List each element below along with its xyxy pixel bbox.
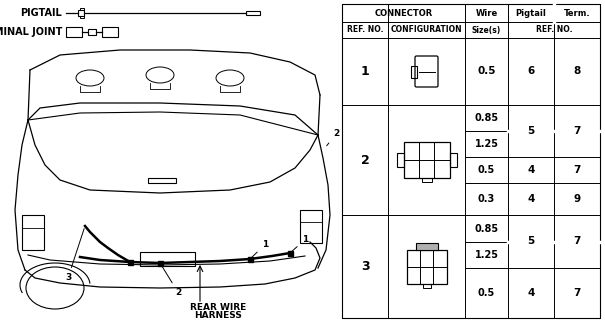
Text: PIGTAIL: PIGTAIL	[20, 8, 62, 18]
Text: 4: 4	[528, 165, 535, 175]
Bar	[80, 16, 84, 18]
Bar	[157, 260, 163, 266]
Text: 2: 2	[162, 265, 181, 297]
Bar	[416, 243, 437, 250]
Bar	[102, 27, 118, 37]
Bar	[422, 284, 431, 287]
Text: 0.5: 0.5	[477, 67, 495, 76]
Bar	[140, 252, 195, 266]
Text: 5: 5	[528, 236, 535, 246]
Bar	[342, 4, 600, 318]
Bar	[128, 260, 132, 265]
Text: HARNESS: HARNESS	[194, 311, 242, 320]
Text: REAR WIRE: REAR WIRE	[190, 303, 246, 313]
Text: 3: 3	[65, 228, 84, 282]
Bar	[287, 251, 292, 255]
Text: 7: 7	[574, 165, 581, 175]
Text: 7: 7	[574, 288, 581, 298]
Text: 2: 2	[327, 129, 339, 146]
Text: 5: 5	[528, 126, 535, 136]
Text: 1: 1	[292, 235, 309, 251]
Bar	[88, 29, 96, 35]
Text: Wire: Wire	[476, 9, 498, 18]
Bar	[450, 153, 457, 167]
Bar	[247, 257, 252, 261]
Text: 2: 2	[361, 154, 370, 166]
Bar	[396, 153, 404, 167]
Text: 0.5: 0.5	[478, 288, 495, 298]
Text: CONFIGURATION: CONFIGURATION	[391, 26, 462, 35]
Text: CONNECTOR: CONNECTOR	[374, 9, 433, 18]
Text: 4: 4	[528, 194, 535, 204]
Bar	[66, 27, 82, 37]
Text: 0.3: 0.3	[478, 194, 495, 204]
Text: REF. NO.: REF. NO.	[536, 26, 572, 35]
Text: 7: 7	[574, 236, 581, 246]
Text: 1.25: 1.25	[474, 250, 499, 260]
Bar	[246, 11, 260, 15]
Bar	[411, 66, 416, 77]
Text: 3: 3	[361, 260, 369, 273]
Text: REF. NO.: REF. NO.	[347, 26, 383, 35]
Text: 7: 7	[574, 126, 581, 136]
Text: 0.5: 0.5	[478, 165, 495, 175]
Bar	[22, 215, 44, 250]
Bar	[422, 178, 431, 182]
Bar	[407, 250, 446, 284]
Bar	[78, 10, 84, 16]
Bar	[404, 142, 450, 178]
Text: 1.25: 1.25	[474, 139, 499, 149]
Text: 4: 4	[528, 288, 535, 298]
Text: 6: 6	[528, 67, 535, 76]
Text: 1: 1	[252, 240, 268, 257]
Text: Term.: Term.	[564, 9, 590, 18]
Text: Size(s): Size(s)	[472, 26, 501, 35]
Text: 9: 9	[574, 194, 581, 204]
Text: 8: 8	[574, 67, 581, 76]
Bar	[300, 210, 322, 243]
Text: 0.85: 0.85	[474, 113, 499, 123]
Text: 0.85: 0.85	[474, 223, 499, 234]
Bar	[80, 8, 84, 10]
Text: TERMINAL JOINT: TERMINAL JOINT	[0, 27, 62, 37]
Bar	[148, 178, 176, 183]
Text: 1: 1	[361, 65, 370, 78]
Text: Pigtail: Pigtail	[515, 9, 546, 18]
